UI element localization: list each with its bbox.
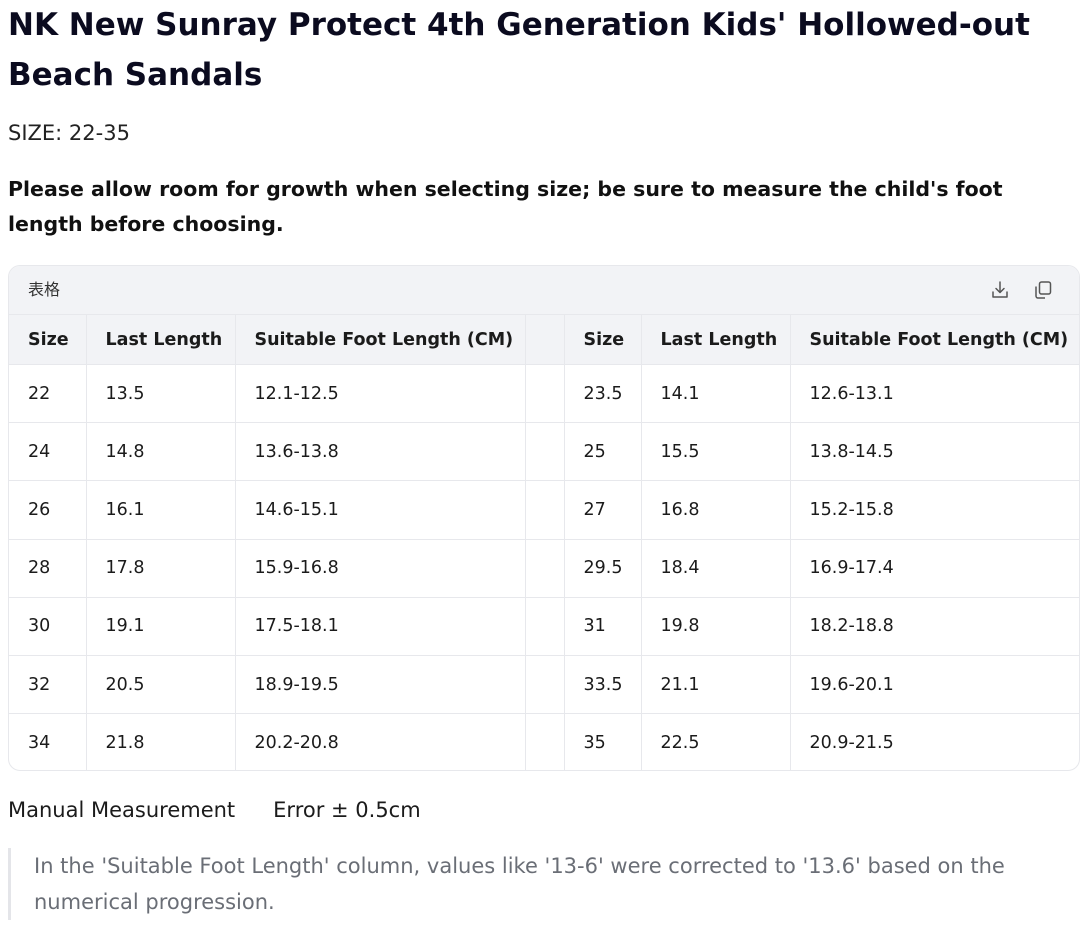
cell-foot-length: 16.9-17.4 bbox=[790, 538, 1079, 598]
cell-last-length: 17.8 bbox=[86, 538, 236, 598]
size-range: SIZE: 22-35 bbox=[8, 121, 130, 145]
cell-size: 24 bbox=[9, 422, 87, 481]
download-icon[interactable] bbox=[989, 279, 1011, 301]
page-title: NK New Sunray Protect 4th Generation Kid… bbox=[8, 7, 1030, 93]
cell-foot-length: 12.6-13.1 bbox=[790, 363, 1079, 423]
table-row: 32 20.5 18.9-19.5 33.5 21.1 19.6-20.1 bbox=[9, 654, 1079, 714]
cell-size: 23.5 bbox=[564, 363, 642, 423]
size-table-card: 表格 Size Last L bbox=[8, 265, 1080, 771]
cell-last-length: 19.8 bbox=[641, 596, 791, 656]
cell-size: 29.5 bbox=[564, 538, 642, 598]
cell-foot-length: 20.2-20.8 bbox=[235, 713, 526, 770]
cell-last-length: 15.5 bbox=[641, 422, 791, 481]
cell-size: 27 bbox=[564, 480, 642, 540]
header-last-length: Last Length bbox=[86, 314, 236, 365]
cell-last-length: 16.8 bbox=[641, 480, 791, 540]
measurement-note: Manual Measurement Error ± 0.5cm bbox=[8, 795, 421, 825]
cell-size: 33.5 bbox=[564, 654, 642, 714]
cell-size: 34 bbox=[9, 713, 87, 770]
measurement-label: Manual Measurement bbox=[8, 798, 236, 822]
cell-foot-length: 13.8-14.5 bbox=[790, 422, 1079, 481]
table-header-row: Size Last Length Suitable Foot Length (C… bbox=[9, 314, 1079, 365]
cell-spacer bbox=[525, 538, 565, 598]
table-row: 28 17.8 15.9-16.8 29.5 18.4 16.9-17.4 bbox=[9, 538, 1079, 598]
cell-last-length: 13.5 bbox=[86, 363, 236, 423]
header-foot-length: Suitable Foot Length (CM) bbox=[790, 314, 1079, 365]
size-table: Size Last Length Suitable Foot Length (C… bbox=[9, 314, 1079, 770]
measurement-error: Error ± 0.5cm bbox=[273, 798, 421, 822]
cell-last-length: 22.5 bbox=[641, 713, 791, 770]
cell-size: 26 bbox=[9, 480, 87, 540]
table-row: 24 14.8 13.6-13.8 25 15.5 13.8-14.5 bbox=[9, 422, 1079, 481]
table-row: 22 13.5 12.1-12.5 23.5 14.1 12.6-13.1 bbox=[9, 363, 1079, 423]
cell-foot-length: 18.2-18.8 bbox=[790, 596, 1079, 656]
sizing-note: Please allow room for growth when select… bbox=[8, 177, 1003, 236]
table-toolbar-label: 表格 bbox=[28, 280, 61, 299]
cell-size: 31 bbox=[564, 596, 642, 656]
cell-spacer bbox=[525, 422, 565, 481]
cell-foot-length: 14.6-15.1 bbox=[235, 480, 526, 540]
cell-spacer bbox=[525, 713, 565, 770]
header-foot-length: Suitable Foot Length (CM) bbox=[235, 314, 526, 365]
cell-foot-length: 17.5-18.1 bbox=[235, 596, 526, 656]
cell-size: 28 bbox=[9, 538, 87, 598]
cell-foot-length: 12.1-12.5 bbox=[235, 363, 526, 423]
cell-last-length: 14.1 bbox=[641, 363, 791, 423]
cell-last-length: 18.4 bbox=[641, 538, 791, 598]
cell-foot-length: 15.2-15.8 bbox=[790, 480, 1079, 540]
table-row: 34 21.8 20.2-20.8 35 22.5 20.9-21.5 bbox=[9, 713, 1079, 770]
correction-quote: In the 'Suitable Foot Length' column, va… bbox=[8, 848, 1073, 920]
header-size: Size bbox=[9, 314, 87, 365]
cell-size: 25 bbox=[564, 422, 642, 481]
cell-foot-length: 19.6-20.1 bbox=[790, 654, 1079, 714]
cell-spacer bbox=[525, 480, 565, 540]
cell-foot-length: 20.9-21.5 bbox=[790, 713, 1079, 770]
header-last-length: Last Length bbox=[641, 314, 791, 365]
cell-last-length: 16.1 bbox=[86, 480, 236, 540]
header-spacer bbox=[525, 314, 565, 365]
cell-size: 22 bbox=[9, 363, 87, 423]
cell-last-length: 21.8 bbox=[86, 713, 236, 770]
cell-size: 30 bbox=[9, 596, 87, 656]
table-toolbar: 表格 bbox=[9, 266, 1079, 314]
cell-foot-length: 18.9-19.5 bbox=[235, 654, 526, 714]
cell-last-length: 19.1 bbox=[86, 596, 236, 656]
cell-foot-length: 13.6-13.8 bbox=[235, 422, 526, 481]
copy-icon[interactable] bbox=[1032, 279, 1054, 301]
cell-last-length: 21.1 bbox=[641, 654, 791, 714]
cell-foot-length: 15.9-16.8 bbox=[235, 538, 526, 598]
cell-last-length: 14.8 bbox=[86, 422, 236, 481]
cell-spacer bbox=[525, 363, 565, 423]
table-row: 30 19.1 17.5-18.1 31 19.8 18.2-18.8 bbox=[9, 596, 1079, 656]
header-size: Size bbox=[564, 314, 642, 365]
table-row: 26 16.1 14.6-15.1 27 16.8 15.2-15.8 bbox=[9, 480, 1079, 540]
cell-spacer bbox=[525, 654, 565, 714]
cell-size: 32 bbox=[9, 654, 87, 714]
cell-size: 35 bbox=[564, 713, 642, 770]
cell-spacer bbox=[525, 596, 565, 656]
cell-last-length: 20.5 bbox=[86, 654, 236, 714]
